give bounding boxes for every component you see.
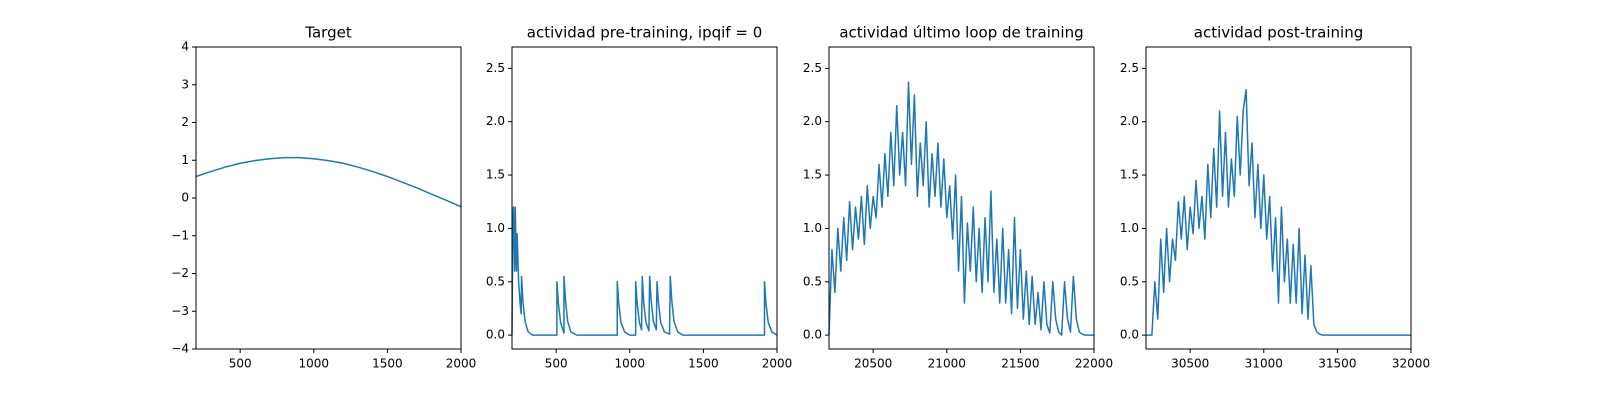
- x-tick-label: 2000: [762, 357, 793, 371]
- subplot-title: Target: [304, 24, 352, 42]
- y-tick-label: 2.0: [1120, 114, 1139, 128]
- y-tick-label: −3: [171, 304, 189, 318]
- x-tick-label: 32000: [1392, 357, 1430, 371]
- x-tick-label: 500: [229, 357, 252, 371]
- x-tick-label: 31000: [1245, 357, 1283, 371]
- data-line: [1146, 88, 1411, 336]
- y-tick-label: 1.0: [486, 221, 505, 235]
- x-tick-label: 20500: [854, 357, 892, 371]
- subplot-title: actividad último loop de training: [839, 24, 1083, 42]
- y-tick-label: 0.0: [1120, 328, 1139, 342]
- y-tick-label: 1: [181, 153, 189, 167]
- y-tick-label: 2.0: [803, 114, 822, 128]
- data-line: [511, 206, 778, 336]
- axes-frame: [828, 46, 1095, 350]
- y-tick-label: −2: [171, 266, 189, 280]
- data-line: [828, 81, 1094, 336]
- y-tick-label: 2.5: [486, 61, 505, 75]
- y-tick-label: 0.5: [803, 274, 822, 288]
- y-tick-label: 2.0: [486, 114, 505, 128]
- x-tick-label: 1500: [372, 357, 403, 371]
- y-tick-label: −1: [171, 228, 189, 242]
- y-tick-label: 0.5: [486, 274, 505, 288]
- x-tick-label: 22000: [1075, 357, 1113, 371]
- y-tick-label: 2.5: [1120, 61, 1139, 75]
- x-tick-label: 21000: [928, 357, 966, 371]
- axes-frame: [1145, 46, 1412, 350]
- y-tick-label: 0.5: [1120, 274, 1139, 288]
- y-tick-label: 4: [181, 40, 189, 54]
- axes-frame: [195, 46, 462, 350]
- x-tick-label: 500: [545, 357, 568, 371]
- x-tick-label: 1000: [615, 357, 646, 371]
- subplot-title: actividad pre-training, ipqif = 0: [527, 24, 763, 42]
- y-tick-label: 1.5: [486, 168, 505, 182]
- y-tick-label: 1.0: [803, 221, 822, 235]
- y-tick-label: 0.0: [486, 328, 505, 342]
- y-tick-label: 1.0: [1120, 221, 1139, 235]
- axes-frame: [511, 46, 778, 350]
- y-tick-label: 2: [181, 115, 189, 129]
- y-tick-label: 0: [181, 191, 189, 205]
- y-tick-label: −4: [171, 342, 189, 356]
- y-tick-label: 0.0: [803, 328, 822, 342]
- x-tick-label: 31500: [1318, 357, 1356, 371]
- x-tick-label: 30500: [1171, 357, 1209, 371]
- y-tick-label: 1.5: [803, 168, 822, 182]
- y-tick-label: 1.5: [1120, 168, 1139, 182]
- x-tick-label: 21500: [1001, 357, 1039, 371]
- x-tick-label: 1000: [299, 357, 330, 371]
- y-tick-label: 2.5: [803, 61, 822, 75]
- y-tick-label: 3: [181, 77, 189, 91]
- data-line: [195, 156, 462, 208]
- x-tick-label: 2000: [446, 357, 477, 371]
- x-tick-label: 1500: [688, 357, 719, 371]
- subplot-title: actividad post-training: [1194, 24, 1363, 42]
